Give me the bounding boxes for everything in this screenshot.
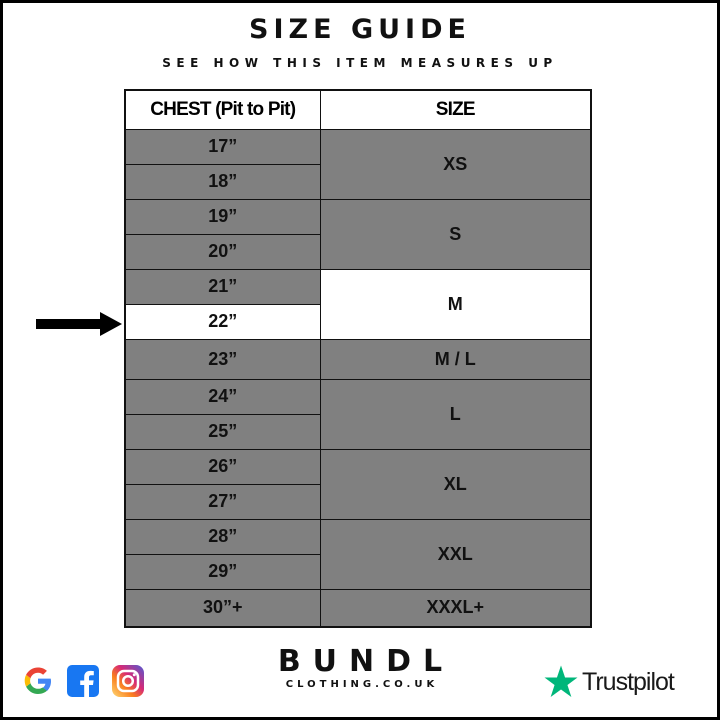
brand-name: BUNDL (277, 644, 455, 679)
chest-cell: 17” (124, 128, 321, 165)
size-cell: XS (319, 128, 592, 200)
size-cell: XXL (319, 518, 592, 590)
chest-cell-highlighted: 22” (124, 303, 320, 340)
chest-cell: 21” (124, 268, 321, 305)
instagram-icon[interactable] (112, 665, 144, 697)
chest-cell: 23” (124, 338, 321, 380)
column-header-size: SIZE (319, 89, 592, 130)
chest-cell: 19” (124, 198, 321, 235)
chest-cell: 20” (124, 233, 321, 270)
size-cell: S (319, 198, 592, 270)
google-icon[interactable] (22, 665, 54, 697)
chest-cell: 29” (124, 553, 321, 590)
size-cell: L (319, 378, 592, 450)
size-cell: XXXL+ (319, 588, 592, 628)
trustpilot-badge[interactable]: Trustpilot (543, 664, 675, 700)
chest-cell: 26” (124, 448, 321, 485)
chest-cell: 24” (124, 378, 321, 415)
chest-cell: 27” (124, 483, 321, 520)
chest-cell: 28” (124, 518, 321, 555)
star-icon (544, 665, 578, 697)
column-header-chest: CHEST (Pit to Pit) (124, 89, 321, 130)
brand-logo: BUNDL CLOTHING.CO.UK (0, 644, 720, 691)
page-title: SIZE GUIDE (249, 14, 471, 45)
arrow-right-icon (36, 312, 122, 336)
size-table: CHEST (Pit to Pit) SIZE 17” XS 18” 19” S 20… (124, 89, 592, 628)
brand-domain: CLOTHING.CO.UK (285, 679, 439, 690)
trustpilot-label: Trustpilot (582, 667, 675, 696)
chest-cell: 25” (124, 413, 321, 450)
facebook-icon[interactable] (67, 665, 99, 697)
size-cell: XL (319, 448, 592, 520)
chest-cell: 30”+ (124, 588, 321, 628)
chest-cell: 18” (124, 163, 321, 200)
page-subtitle: SEE HOW THIS ITEM MEASURES UP (162, 56, 558, 70)
size-cell: M / L (319, 338, 592, 380)
size-cell-highlighted: M (319, 268, 592, 340)
